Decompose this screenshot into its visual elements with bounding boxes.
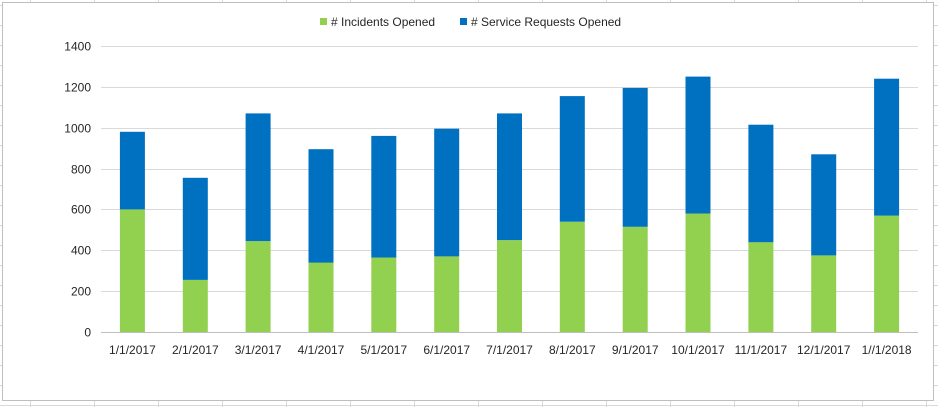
x-tick-label: 6/1/2017 <box>423 343 470 357</box>
x-axis-tick-labels: 1/1/2017 2/1/2017 3/1/2017 4/1/2017 5/1/2017… <box>109 343 912 357</box>
stacked-bar-chart: 0 200 400 600 800 1000 1200 1400 1/1/2017 2/1/20… <box>64 15 918 357</box>
bar-service-requests <box>245 113 271 242</box>
bar-incidents <box>559 221 585 332</box>
y-tick-label: 0 <box>84 326 91 340</box>
bar-service-requests <box>308 149 334 263</box>
x-tick-label: 7/1/2017 <box>486 343 533 357</box>
bar-incidents <box>308 262 334 332</box>
bar-service-requests <box>748 124 774 243</box>
y-tick-label: 800 <box>71 163 91 177</box>
bars <box>119 76 900 332</box>
y-axis-tick-labels: 0 200 400 600 800 1000 1200 1400 <box>64 40 91 340</box>
x-tick-label: 3/1/2017 <box>235 343 282 357</box>
y-tick-label: 1200 <box>64 81 91 95</box>
x-tick-label: 1/1/2017 <box>109 343 156 357</box>
x-tick-label: 1//1/2018 <box>862 343 912 357</box>
bar-incidents <box>497 240 522 332</box>
x-tick-label: 10/1/2017 <box>671 343 725 357</box>
bar-service-requests <box>119 131 145 210</box>
bar-service-requests <box>434 128 460 257</box>
bar-service-requests <box>182 177 208 280</box>
x-tick-label: 2/1/2017 <box>172 343 219 357</box>
x-tick-label: 4/1/2017 <box>298 343 345 357</box>
bar-service-requests <box>622 87 648 227</box>
legend-label: # Incidents Opened <box>331 15 435 29</box>
bar-incidents <box>748 242 774 332</box>
bar-service-requests <box>874 78 900 216</box>
bar-incidents <box>811 255 837 332</box>
x-tick-label: 8/1/2017 <box>549 343 596 357</box>
x-tick-label: 11/1/2017 <box>735 343 788 357</box>
bar-incidents <box>371 257 397 332</box>
bar-service-requests <box>811 154 837 256</box>
bar-incidents <box>119 209 145 332</box>
bar-service-requests <box>685 76 711 214</box>
bar-incidents <box>245 241 271 332</box>
y-tick-label: 200 <box>71 285 91 299</box>
y-tick-label: 1000 <box>64 122 91 136</box>
legend-swatch <box>460 18 467 25</box>
y-tick-label: 400 <box>71 244 91 258</box>
bar-service-requests <box>371 135 397 258</box>
x-tick-label: 5/1/2017 <box>360 343 407 357</box>
bar-incidents <box>622 226 648 332</box>
legend: # Incidents Opened # Service Requests Ope… <box>320 15 621 29</box>
bar-incidents <box>182 279 208 332</box>
bar-incidents <box>874 215 900 332</box>
bar-incidents <box>434 256 460 332</box>
x-tick-label: 12/1/2017 <box>797 343 851 357</box>
bar-service-requests <box>559 96 585 222</box>
bar-service-requests <box>497 113 522 241</box>
bar-incidents <box>685 213 711 332</box>
y-tick-label: 1400 <box>64 40 91 54</box>
legend-swatch <box>320 18 327 25</box>
chart-area[interactable]: 0 200 400 600 800 1000 1200 1400 1/1/2017 2/1/20… <box>2 2 934 401</box>
y-tick-label: 600 <box>71 203 91 217</box>
x-tick-label: 9/1/2017 <box>612 343 659 357</box>
legend-label: # Service Requests Opened <box>471 15 621 29</box>
